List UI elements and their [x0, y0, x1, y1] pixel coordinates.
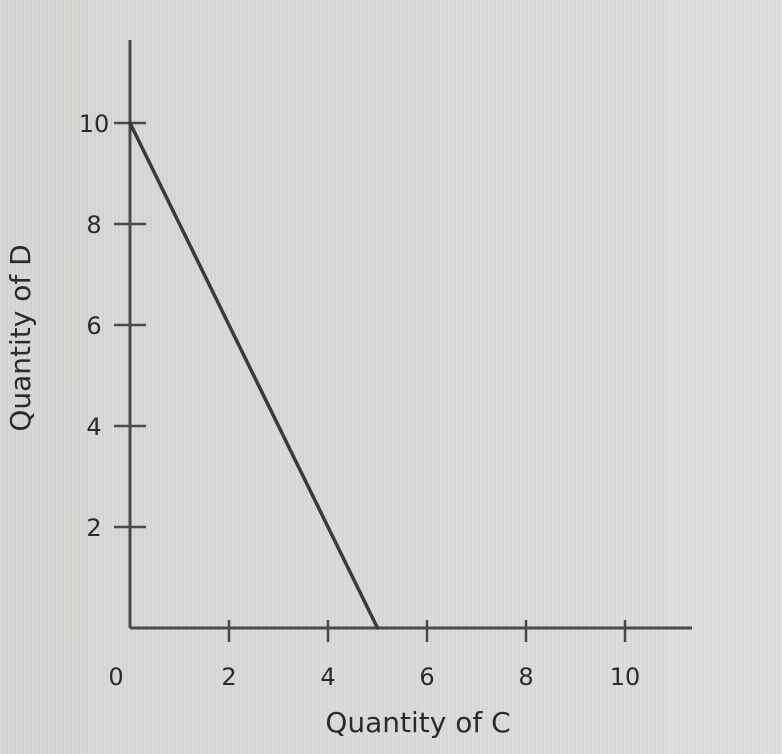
origin-label: 0	[108, 663, 123, 691]
x-axis-title: Quantity of C	[325, 706, 510, 739]
y-tick-label: 6	[86, 312, 101, 340]
x-tick-label: 2	[221, 663, 236, 691]
x-tick-label: 6	[419, 663, 434, 691]
x-tick-label: 4	[320, 663, 335, 691]
x-tick-label: 8	[518, 663, 533, 691]
x-tick-label: 10	[610, 663, 641, 691]
y-tick-label: 10	[79, 110, 110, 138]
y-tick-label: 2	[86, 514, 101, 542]
y-tick-label: 8	[86, 211, 101, 239]
y-tick-label: 4	[86, 413, 101, 441]
series-line	[128, 121, 380, 630]
y-axis-title: Quantity of D	[4, 244, 37, 431]
